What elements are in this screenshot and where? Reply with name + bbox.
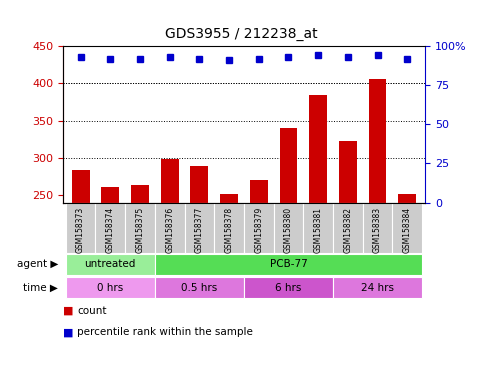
Bar bbox=[244, 202, 273, 253]
Bar bbox=[155, 277, 244, 298]
Bar bbox=[333, 202, 363, 253]
Text: GSM158376: GSM158376 bbox=[165, 207, 174, 253]
Text: count: count bbox=[77, 306, 107, 316]
Text: percentile rank within the sample: percentile rank within the sample bbox=[77, 327, 253, 337]
Bar bbox=[333, 277, 422, 298]
Text: 24 hrs: 24 hrs bbox=[361, 283, 394, 293]
Bar bbox=[392, 202, 422, 253]
Bar bbox=[309, 95, 327, 202]
Text: GSM158375: GSM158375 bbox=[136, 207, 144, 253]
Bar bbox=[101, 187, 119, 202]
Bar bbox=[66, 254, 155, 275]
Text: untreated: untreated bbox=[85, 259, 136, 269]
Bar bbox=[244, 277, 333, 298]
Bar bbox=[125, 202, 155, 253]
Text: ■: ■ bbox=[63, 327, 73, 337]
Bar bbox=[303, 202, 333, 253]
Bar bbox=[280, 128, 298, 202]
Bar bbox=[71, 170, 89, 202]
Text: GSM158378: GSM158378 bbox=[225, 207, 234, 253]
Text: GSM158373: GSM158373 bbox=[76, 207, 85, 253]
Bar bbox=[66, 202, 96, 253]
Text: GSM158382: GSM158382 bbox=[343, 207, 352, 253]
Bar bbox=[369, 79, 386, 202]
Text: time ▶: time ▶ bbox=[23, 283, 58, 293]
Bar bbox=[190, 166, 208, 202]
Text: GSM158383: GSM158383 bbox=[373, 207, 382, 253]
Bar bbox=[250, 180, 268, 202]
Bar bbox=[339, 141, 357, 202]
Text: GSM158374: GSM158374 bbox=[106, 207, 115, 253]
Bar bbox=[66, 277, 155, 298]
Bar bbox=[273, 202, 303, 253]
Bar bbox=[185, 202, 214, 253]
Bar bbox=[220, 194, 238, 202]
Text: GSM158377: GSM158377 bbox=[195, 207, 204, 253]
Text: GDS3955 / 212238_at: GDS3955 / 212238_at bbox=[165, 27, 318, 41]
Text: agent ▶: agent ▶ bbox=[16, 259, 58, 269]
Text: 0.5 hrs: 0.5 hrs bbox=[181, 283, 217, 293]
Text: GSM158380: GSM158380 bbox=[284, 207, 293, 253]
Text: GSM158384: GSM158384 bbox=[403, 207, 412, 253]
Bar bbox=[155, 202, 185, 253]
Bar bbox=[214, 202, 244, 253]
Text: GSM158379: GSM158379 bbox=[254, 207, 263, 253]
Bar bbox=[161, 159, 179, 202]
Bar bbox=[131, 185, 149, 202]
Text: 0 hrs: 0 hrs bbox=[97, 283, 124, 293]
Bar bbox=[363, 202, 392, 253]
Text: ■: ■ bbox=[63, 306, 73, 316]
Text: PCB-77: PCB-77 bbox=[270, 259, 307, 269]
Bar bbox=[398, 194, 416, 202]
Bar bbox=[155, 254, 422, 275]
Bar bbox=[96, 202, 125, 253]
Text: GSM158381: GSM158381 bbox=[313, 207, 323, 253]
Text: 6 hrs: 6 hrs bbox=[275, 283, 302, 293]
